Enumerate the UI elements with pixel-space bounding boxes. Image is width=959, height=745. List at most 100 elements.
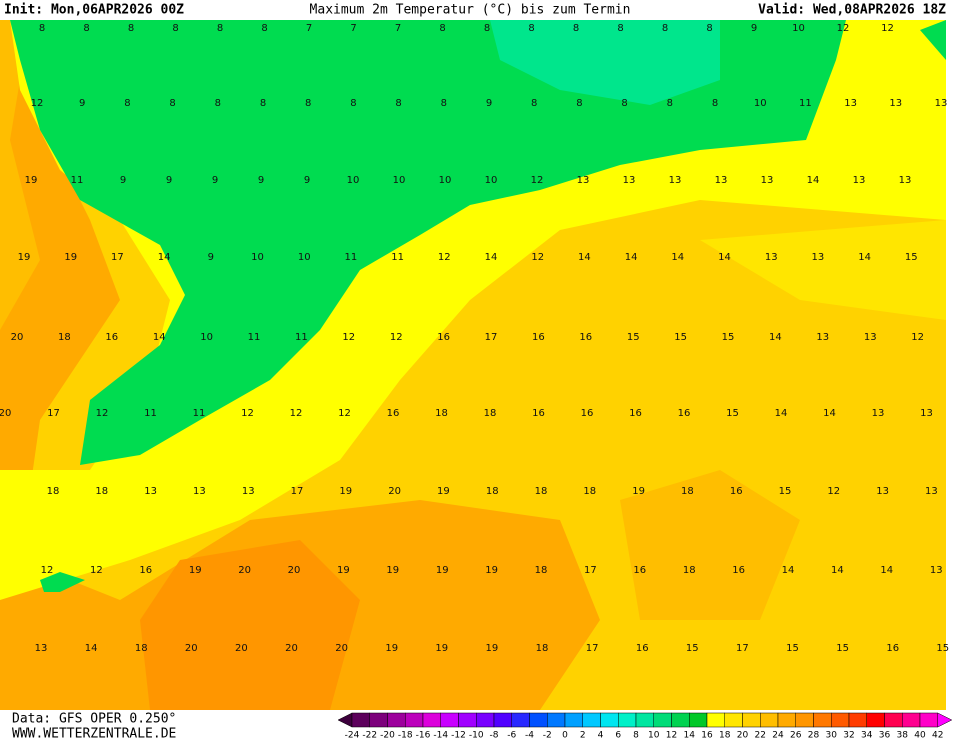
colorbar-label: 38 (897, 731, 909, 741)
colorbar-label: 30 (826, 731, 838, 741)
temperature-value: 12 (911, 332, 924, 343)
colorbar-label: 28 (808, 731, 820, 741)
colorbar-box (511, 712, 530, 728)
temperature-value: 20 (288, 565, 301, 576)
colorbar-label: 24 (772, 731, 784, 741)
map-background (0, 20, 946, 710)
temperature-value: 8 (172, 23, 178, 34)
temperature-value: 18 (95, 486, 108, 497)
temperature-value: 8 (621, 98, 627, 109)
temperature-value: 10 (485, 175, 498, 186)
colorbar-box (848, 712, 867, 728)
temperature-value: 13 (761, 175, 774, 186)
temperature-value: 8 (484, 23, 490, 34)
temperature-value: 10 (393, 175, 406, 186)
temperature-value: 20 (11, 332, 24, 343)
temperature-value: 12 (390, 332, 403, 343)
temperature-value: 14 (807, 175, 820, 186)
valid-time: Valid: Wed,08APR2026 18Z (758, 3, 946, 18)
temperature-value: 8 (128, 23, 134, 34)
temperature-value: 8 (39, 23, 45, 34)
temperature-value: 19 (386, 565, 399, 576)
temperature-value: 14 (823, 408, 836, 419)
colorbar-box (369, 712, 388, 728)
temperature-value: 9 (258, 175, 264, 186)
temperature-value: 19 (486, 643, 499, 654)
colorbar-label: 18 (719, 731, 731, 741)
colorbar-label: -12 (451, 731, 466, 741)
colorbar-label: 32 (843, 731, 854, 741)
temperature-value: 19 (385, 643, 398, 654)
temperature-value: 20 (0, 408, 11, 419)
temperature-value: 8 (169, 98, 175, 109)
temperature-value: 20 (285, 643, 298, 654)
colorbar-box (866, 712, 885, 728)
temperature-value: 15 (836, 643, 849, 654)
temperature-value: 11 (295, 332, 308, 343)
temperature-value: 19 (25, 175, 38, 186)
temperature-value: 18 (58, 332, 71, 343)
temperature-value: 12 (438, 252, 451, 263)
temperature-value: 13 (715, 175, 728, 186)
colorbar-label: -20 (380, 731, 395, 741)
temperature-value: 20 (335, 643, 348, 654)
colorbar-label: -16 (416, 731, 431, 741)
colorbar-label: 42 (932, 731, 943, 741)
colorbar-label: 22 (755, 731, 766, 741)
temperature-value: 15 (674, 332, 687, 343)
temperature-value: 19 (435, 643, 448, 654)
colorbar-label: 20 (737, 731, 749, 741)
temperature-value: 14 (158, 252, 171, 263)
temperature-value: 11 (799, 98, 812, 109)
temperature-value: 14 (769, 332, 782, 343)
temperature-value: 11 (144, 408, 157, 419)
colorbar-label: 40 (914, 731, 926, 741)
temperature-value: 14 (625, 252, 638, 263)
temperature-value: 13 (193, 486, 206, 497)
temperature-value: 18 (47, 486, 60, 497)
temperature-value: 9 (304, 175, 310, 186)
temperature-value: 17 (291, 486, 304, 497)
temperature-value: 8 (667, 98, 673, 109)
temperature-value: 13 (920, 408, 933, 419)
temperature-value: 13 (844, 98, 857, 109)
temperature-value: 7 (350, 23, 356, 34)
temperature-value: 8 (441, 98, 447, 109)
temperature-value: 14 (782, 565, 795, 576)
temperature-value: 10 (439, 175, 452, 186)
temperature-value: 17 (485, 332, 498, 343)
temperature-value: 13 (812, 252, 825, 263)
temperature-value: 17 (584, 565, 597, 576)
temperature-value: 9 (486, 98, 492, 109)
colorbar-box (689, 712, 708, 728)
temperature-value: 19 (337, 565, 350, 576)
temperature-value: 12 (881, 23, 894, 34)
colorbar-label: -24 (345, 731, 360, 741)
colorbar-box (564, 712, 583, 728)
temperature-value: 18 (135, 643, 148, 654)
colorbar-label: 2 (580, 731, 586, 741)
temperature-value: 13 (864, 332, 877, 343)
colorbar-label: 34 (861, 731, 873, 741)
temperature-value: 16 (581, 408, 594, 419)
temperature-value: 16 (633, 565, 646, 576)
temperature-value: 8 (531, 98, 537, 109)
temperature-value: 12 (837, 23, 850, 34)
temperature-value: 9 (79, 98, 85, 109)
colorbar-label: 8 (633, 731, 639, 741)
colorbar-box (582, 712, 601, 728)
temperature-value: 9 (751, 23, 757, 34)
temperature-value: 20 (238, 565, 251, 576)
temperature-value: 12 (96, 408, 109, 419)
temperature-value: 13 (853, 175, 866, 186)
temperature-value: 15 (722, 332, 735, 343)
colorbar-box (724, 712, 743, 728)
colorbar-arrow (937, 712, 953, 728)
temperature-value: 18 (683, 565, 696, 576)
temperature-value: 13 (816, 332, 829, 343)
temperature-value: 8 (215, 98, 221, 109)
temperature-value: 16 (532, 332, 545, 343)
colorbar-box (422, 712, 441, 728)
temperature-value: 13 (935, 98, 948, 109)
